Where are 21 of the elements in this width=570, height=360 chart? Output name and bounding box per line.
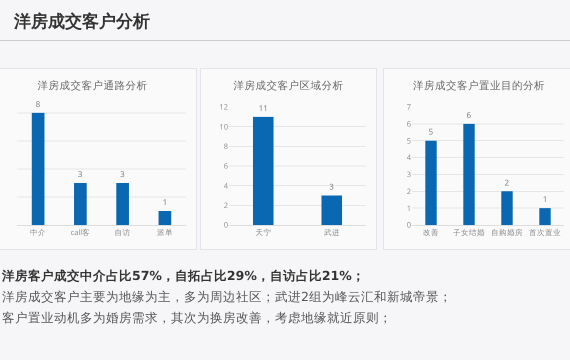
data-label: 8 <box>36 98 41 110</box>
text: 客户置业动机多为婚房需求，其次为换房改善，考虑地缘就近原则； <box>2 310 392 327</box>
chart-title: 洋房成交客户通路分析 <box>38 78 148 92</box>
data-label: 2 <box>504 177 510 188</box>
text: 洋房成交客户主要为地缘为主，多为周边社区；武进2组为峰云汇和新城帝景； <box>2 289 452 306</box>
data-label: 1 <box>542 194 548 206</box>
data-label: 3 <box>120 168 126 180</box>
data-label: 11 <box>258 102 268 114</box>
bar <box>501 191 513 225</box>
chart-title: 洋房成交客户置业目的分析 <box>413 78 545 92</box>
data-label: 3 <box>78 168 83 180</box>
bar <box>463 124 475 225</box>
text: 洋房成交客户分析 <box>14 11 150 33</box>
data-label: 3 <box>329 182 334 192</box>
bar <box>539 208 551 225</box>
data-label: 5 <box>428 126 434 138</box>
chart-title: 洋房成交客户区域分析 <box>234 78 344 92</box>
data-label: 6 <box>466 110 472 121</box>
bar <box>425 140 437 225</box>
text: 洋房客户成交中介占比57%，自拓占比29%，自访占比21%； <box>2 268 365 285</box>
data-label: 1 <box>162 196 168 208</box>
